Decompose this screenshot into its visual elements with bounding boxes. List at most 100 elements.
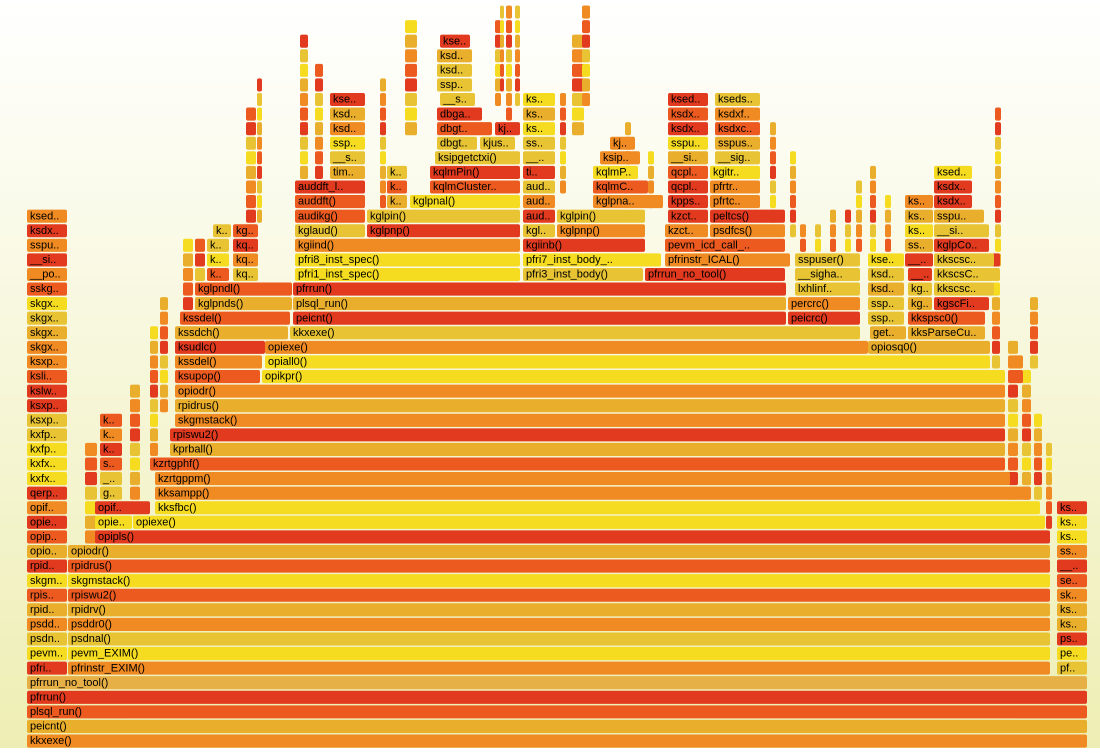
frame [440,92,475,107]
frame [100,472,122,486]
frame [856,238,862,252]
frame-group: kzrtgppm() [155,472,1010,486]
frame-group: ksli.. [27,370,67,384]
frame-group: kkscsc.. [934,253,994,267]
frame-label: kkxexe() [293,327,335,339]
frame [257,92,262,107]
frame-label: kksampp() [158,487,209,499]
frame [246,195,256,209]
frame [790,165,796,179]
frame-label: k.. [390,196,402,208]
frame-group: pevm.. [27,647,67,661]
frame-group: opif.. [95,501,150,515]
frame [934,195,972,209]
frame [995,180,1001,194]
frame [870,195,876,209]
frame [1046,442,1052,456]
frame-group: sspu.. [668,136,708,150]
frame [246,209,256,223]
frame [715,151,760,165]
frame [85,457,97,471]
frame-group: ps.. [1057,632,1087,646]
frame-group: pe.. [1057,647,1087,661]
frame-group: kglaud() [295,224,365,238]
frame-group: skgx.. [27,311,67,325]
frame [788,297,860,311]
frame [150,370,158,384]
frame-group: __s.. [440,92,475,107]
frame [1046,501,1052,515]
frame [387,195,407,209]
frame [68,544,1050,559]
frame [868,267,904,282]
frame [506,34,512,48]
frame [495,20,501,34]
frame [572,78,584,92]
frame-group: opipls() [95,530,1050,544]
frame [523,136,555,150]
frame [387,180,407,194]
frame-label: ks.. [908,210,925,222]
frame-group: k.. [213,224,231,238]
frame [870,238,876,252]
frame-group: skgx.. [27,297,67,311]
frame-label: ps.. [1060,633,1078,645]
frame [830,224,836,238]
frame-label: rpiswu2() [173,429,218,441]
frame-group: sspu.. [934,209,984,223]
frame-label: se.. [1060,575,1078,587]
frame [515,5,520,19]
frame [710,209,785,223]
frame [257,209,262,223]
frame [85,501,97,515]
frame [68,559,1050,573]
frame [885,238,891,252]
frame-group: rpiswu2() [68,588,1050,602]
frame [523,209,555,223]
frame-group: pfri3_inst_body() [523,267,643,282]
frame-group: __.. [905,253,933,267]
frame-group: pevm_EXIM() [68,647,1050,661]
frame-group: skgx.. [27,340,67,354]
frame [515,92,520,107]
frame-group: opiosq0() [868,340,990,354]
frame-group: ssp.. [868,297,904,311]
frame [790,195,796,209]
frame-group: pfri8_inst_spec() [295,253,520,267]
frame-group: __sig.. [715,151,760,165]
frame-group: kqlmCluster.. [430,180,520,194]
frame-group: kglpnp() [367,224,520,238]
frame [300,78,308,92]
frame-label: sspu.. [937,210,966,222]
frame-label: kq.. [236,269,254,281]
frame [150,413,158,427]
frame-label: k.. [103,414,115,426]
frame [668,136,708,150]
frame-label: kkscsc.. [937,283,976,295]
frame [992,355,1000,369]
frame-label: ks.. [1060,531,1077,543]
frame [500,49,504,63]
frame-group: kj.. [495,122,520,136]
frame-label: ks.. [908,225,925,237]
frame-label: kq.. [236,254,254,266]
frame-group: ks.. [523,107,555,121]
frame [593,180,648,194]
frame-group: ks.. [905,224,933,238]
frame [27,340,67,354]
frame [180,311,290,325]
frame-label: kslw.. [30,385,57,397]
frame [582,20,590,34]
frame-label: skgmstack() [178,414,237,426]
frame [830,209,836,223]
frame [1057,515,1087,529]
frame-label: k.. [103,429,115,441]
frame [795,267,860,282]
frame [790,151,796,165]
frame [845,224,851,238]
frame [405,63,417,77]
frame-group: ks.. [1057,515,1087,529]
frame [183,297,193,311]
frame-label: ksd.. [440,50,463,62]
frame-group: opif.. [27,501,67,515]
